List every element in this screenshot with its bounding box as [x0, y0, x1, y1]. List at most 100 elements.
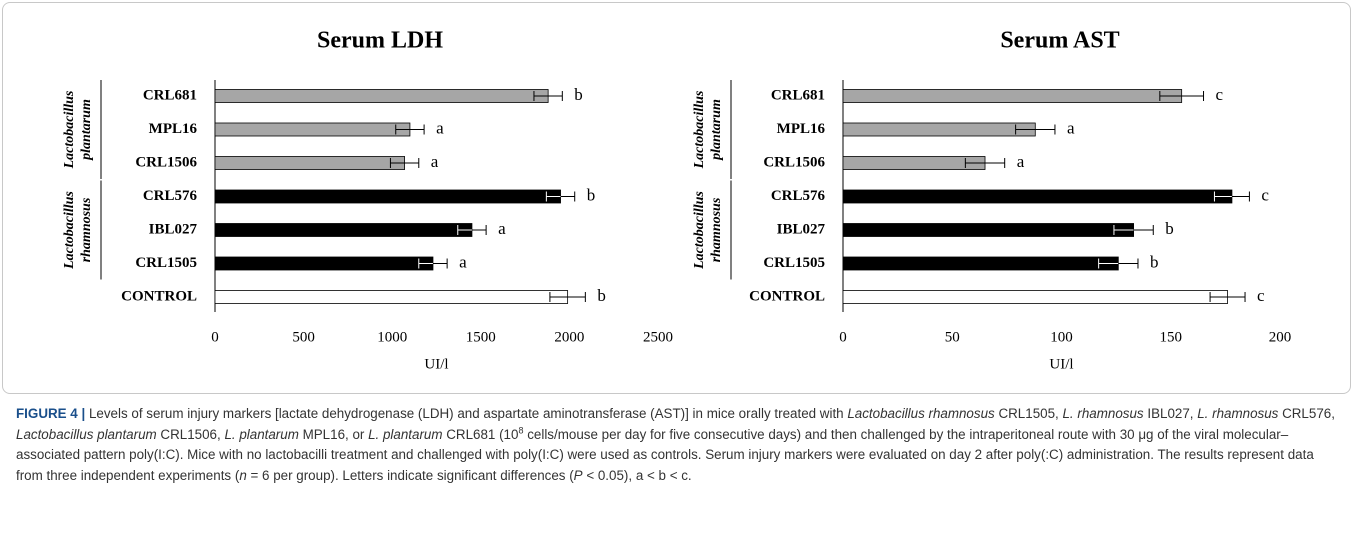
group-label: Lactobacillus [62, 90, 77, 169]
x-axis-label: UI/l [1049, 356, 1073, 372]
x-tick-label: 0 [211, 329, 219, 345]
caption-italic: n [239, 467, 247, 483]
category-label: IBL027 [149, 221, 198, 237]
error-bar [545, 191, 576, 202]
error-bar [1113, 225, 1154, 235]
category-label: CRL576 [143, 188, 198, 204]
error-bar [533, 91, 563, 101]
bar [214, 89, 549, 103]
caption-italic: L. plantarum [368, 426, 443, 442]
caption-text: CRL576, [1278, 406, 1335, 421]
significance-letter: b [1150, 252, 1159, 271]
x-tick-label: 50 [945, 329, 960, 345]
group-label: rhamnosus [709, 197, 724, 262]
significance-letter: b [597, 286, 606, 305]
error-bar [549, 292, 586, 302]
significance-letter: b [587, 185, 596, 204]
caption-italic: L. rhamnosus [1062, 406, 1144, 421]
error-bar [418, 258, 448, 269]
error-bar [395, 124, 425, 135]
category-label: CRL1505 [763, 255, 825, 271]
x-tick-label: 150 [1160, 329, 1183, 345]
bar [842, 122, 1036, 137]
significance-letter: c [1257, 286, 1265, 305]
x-tick-label: 1500 [466, 329, 496, 345]
error-bar [1209, 292, 1246, 302]
category-label: CONTROL [749, 288, 825, 304]
significance-letter: c [1261, 185, 1269, 204]
x-tick-label: 200 [1269, 329, 1292, 345]
significance-letter: b [574, 85, 583, 104]
bar [214, 189, 561, 204]
bar [214, 256, 434, 271]
group-label: Lactobacillus [692, 191, 707, 270]
group-label: Lactobacillus [62, 191, 77, 270]
error-bar [457, 225, 487, 235]
x-tick-label: 500 [292, 329, 315, 345]
category-label: CONTROL [121, 288, 197, 304]
error-bar [1213, 191, 1250, 202]
caption-italic: L. plantarum [224, 426, 299, 442]
x-tick-label: 100 [1050, 329, 1073, 345]
bar [842, 223, 1135, 237]
caption-italic: Lactobacillus plantarum [16, 426, 157, 442]
caption-italic: Lactobacillus rhamnosus [847, 406, 995, 421]
category-label: CRL576 [771, 188, 826, 204]
chart-title: Serum AST [1000, 28, 1119, 54]
category-label: CRL1505 [135, 255, 197, 271]
error-bar [389, 158, 420, 168]
bar [214, 290, 569, 304]
caption-text: CRL1505, [994, 406, 1063, 421]
category-label: CRL1506 [763, 154, 825, 170]
group-label: rhamnosus [79, 197, 94, 262]
bar [842, 189, 1233, 204]
bar [214, 122, 411, 137]
category-label: CRL1506 [135, 154, 197, 170]
category-label: MPL16 [777, 121, 826, 137]
category-label: MPL16 [149, 121, 198, 137]
caption-label: FIGURE 4 | [16, 406, 86, 421]
error-bar [1098, 258, 1139, 269]
caption-text: Levels of serum injury markers [lactate … [85, 406, 848, 421]
caption-text: < 0.05), a < b < c. [582, 467, 692, 483]
caption-text: cells/mouse per day for five consecutive… [16, 426, 1314, 483]
significance-letter: a [431, 152, 439, 171]
figure-frame [2, 2, 1351, 394]
bar [842, 89, 1183, 103]
category-label: CRL681 [771, 87, 825, 103]
bar [842, 290, 1228, 304]
caption: FIGURE 4 | Levels of serum injury marker… [16, 404, 1341, 486]
caption-text: MPL16, or [298, 426, 369, 442]
significance-letter: a [498, 219, 506, 238]
x-tick-label: 0 [839, 329, 847, 345]
group-label: Lactobacillus [692, 90, 707, 169]
chart-title: Serum LDH [317, 28, 443, 54]
significance-letter: a [1017, 152, 1025, 171]
significance-letter: b [1165, 219, 1174, 238]
error-bar [964, 158, 1006, 168]
caption-text: IBL027, [1143, 406, 1198, 421]
error-bar [1015, 124, 1056, 135]
category-label: IBL027 [777, 221, 826, 237]
error-bar [1159, 91, 1205, 101]
significance-letter: a [1067, 118, 1075, 137]
bar [214, 156, 406, 170]
caption-superscript: 8 [518, 425, 524, 436]
caption-text: CRL1506, [156, 426, 225, 442]
bar [842, 256, 1119, 271]
group-label: plantarum [709, 99, 724, 161]
significance-letter: a [459, 252, 467, 271]
x-tick-label: 2000 [554, 329, 584, 345]
caption-italic: L. rhamnosus [1197, 406, 1279, 421]
bar [842, 156, 986, 170]
group-label: plantarum [79, 99, 94, 161]
caption-text: CRL681 (10 [442, 426, 519, 442]
caption-text: = 6 per group). Letters indicate signifi… [246, 467, 574, 483]
x-tick-label: 1000 [377, 329, 407, 345]
category-label: CRL681 [143, 87, 197, 103]
caption-italic: P [573, 467, 583, 483]
significance-letter: c [1216, 85, 1224, 104]
bar [214, 223, 473, 237]
significance-letter: a [436, 118, 444, 137]
